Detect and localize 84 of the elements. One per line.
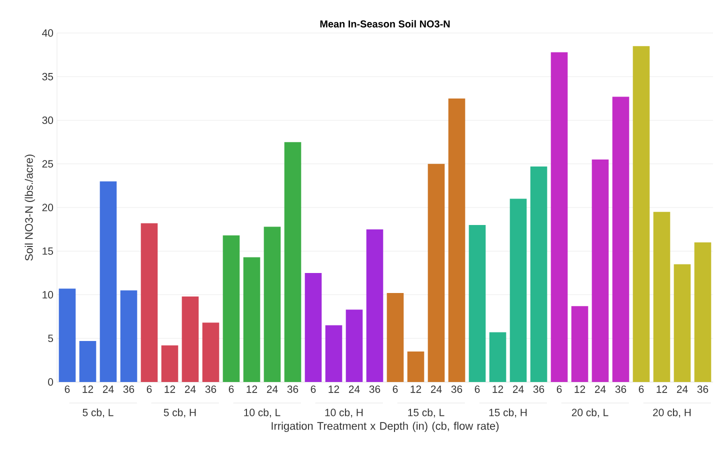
x-tick-label: 36 [369, 386, 380, 393]
y-tick-label: 15 [42, 247, 54, 255]
text: 10 cb, H [325, 408, 363, 418]
text: 20 cb, L [572, 408, 608, 418]
bar [653, 212, 670, 382]
bar [366, 229, 384, 382]
x-tick-label: 24 [348, 386, 360, 393]
text: 5 cb, L [82, 408, 114, 418]
bar [100, 181, 117, 382]
x-tick-label: 24 [594, 386, 606, 393]
x-tick-label: 6 [556, 386, 562, 393]
x-tick-label: 6 [392, 386, 398, 393]
text: 15 cb, L [408, 408, 444, 418]
bar [510, 198, 527, 382]
y-axis-title: Soil NO3-N (lbs./acre) [24, 154, 35, 261]
x-tick-label: 36 [533, 386, 544, 393]
x-tick-label: 36 [615, 386, 626, 393]
bar [612, 96, 630, 382]
bar [489, 332, 506, 382]
bar [428, 164, 445, 382]
x-tick-label: 36 [451, 386, 462, 393]
bar [674, 264, 691, 382]
bar [140, 223, 158, 382]
bar [632, 46, 650, 382]
bar [694, 242, 712, 382]
x-tick-label: 36 [205, 386, 216, 393]
y-tick-label: 10 [42, 291, 54, 298]
y-tick-label: 30 [42, 116, 54, 124]
bar [304, 272, 322, 382]
x-tick-label: 24 [676, 386, 688, 393]
y-tick-label: 20 [42, 204, 54, 212]
x-tick-label: 12 [574, 386, 586, 393]
text: 20 cb, H [653, 408, 691, 418]
bar [592, 160, 609, 382]
x-tick-label: 12 [328, 386, 340, 393]
x-tick-label: 24 [512, 386, 524, 393]
bar [407, 351, 424, 382]
text: 5 cb, H [164, 408, 196, 418]
x-tick-label: 6 [474, 386, 480, 393]
x-tick-label: 24 [430, 386, 442, 393]
y-tick-label: 0 [48, 378, 54, 386]
x-tick-label: 6 [638, 386, 644, 393]
y-tick-label: 5 [48, 334, 54, 342]
x-tick-label: 12 [82, 386, 94, 393]
x-tick-label: 12 [164, 386, 176, 393]
bar [571, 306, 588, 382]
text: 10 cb, L [244, 408, 280, 418]
x-tick-label: 36 [123, 386, 134, 393]
x-tick-label: 6 [146, 386, 152, 393]
bar [161, 345, 178, 382]
x-tick-label: 12 [656, 386, 668, 393]
bar [448, 98, 466, 382]
bar [120, 290, 138, 382]
chart-title: Mean In-Season Soil NO3-N [320, 20, 450, 28]
y-tick-label: 35 [42, 72, 54, 80]
bar [222, 235, 240, 382]
bar [468, 224, 486, 382]
bar [58, 288, 76, 382]
bar [243, 257, 260, 382]
x-tick-label: 12 [246, 386, 258, 393]
x-tick-label: 24 [266, 386, 278, 393]
x-tick-label: 6 [228, 386, 234, 393]
bar [284, 142, 302, 382]
text: 15 cb, H [489, 408, 527, 418]
x-tick-label: 24 [184, 386, 196, 393]
x-tick-label: 24 [102, 386, 114, 393]
y-tick-label: 25 [42, 160, 54, 168]
bar [182, 296, 199, 382]
x-tick-label: 6 [310, 386, 316, 393]
bar [79, 340, 96, 382]
bar [530, 166, 548, 382]
x-axis-title: Irrigation Treatment x Depth (in) (cb, flow rate) [272, 422, 499, 432]
x-tick-label: 12 [410, 386, 422, 393]
bar [346, 310, 363, 382]
y-tick-label: 40 [42, 29, 54, 37]
bar [202, 322, 220, 382]
bar [550, 52, 568, 382]
bar [325, 325, 342, 382]
x-tick-label: 36 [287, 386, 298, 393]
x-tick-label: 6 [64, 386, 70, 393]
bar [264, 226, 281, 382]
bar [386, 293, 404, 382]
x-tick-label: 12 [492, 386, 504, 393]
x-tick-label: 36 [697, 386, 708, 393]
